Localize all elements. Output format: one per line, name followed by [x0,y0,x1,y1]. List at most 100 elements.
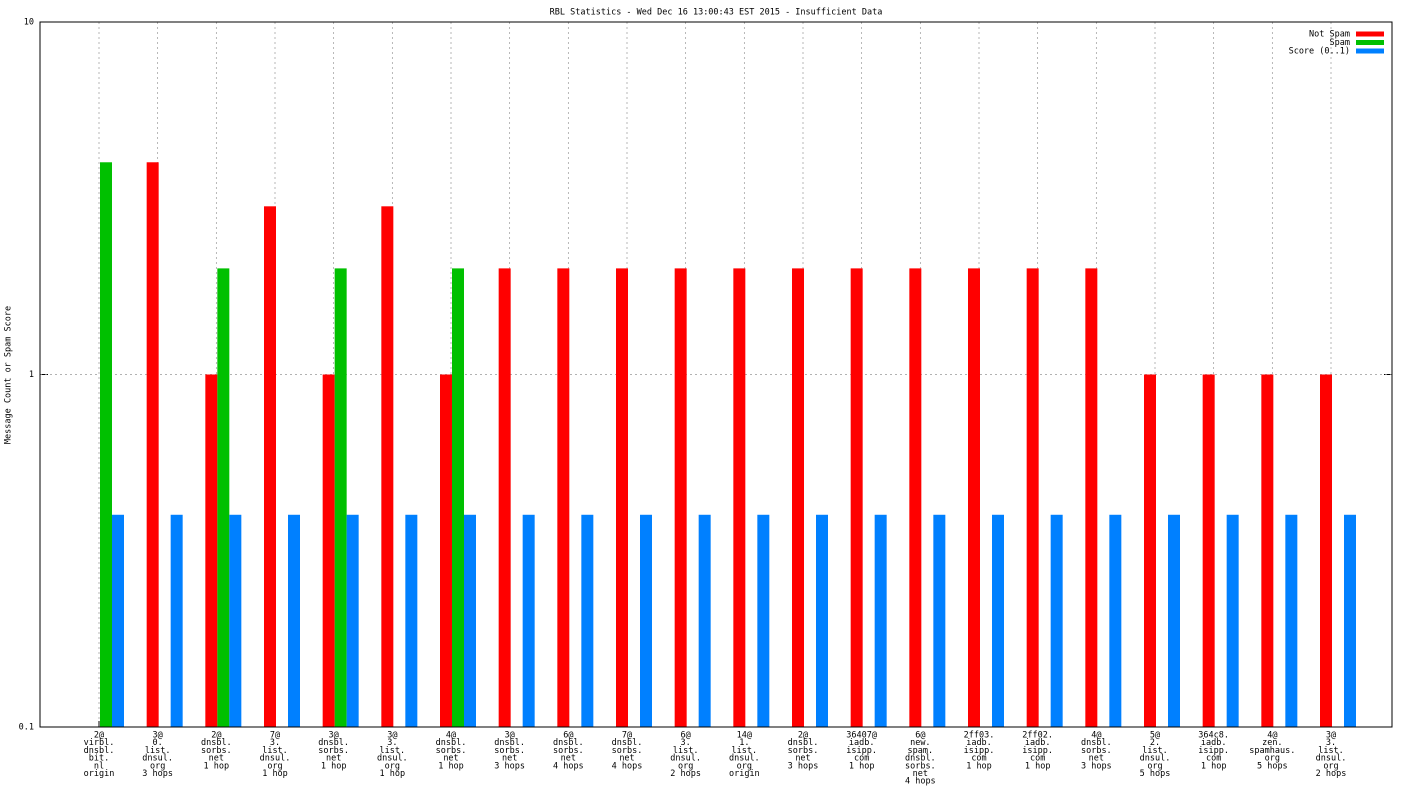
x-tick-label: 1 hop [1201,761,1227,771]
x-tick-label: dnsbl. [494,738,525,748]
x-tick-label: sorbs. [436,746,467,756]
bar [146,162,159,727]
x-tick-label: dnsbl. [788,738,819,748]
bar [440,374,452,727]
x-tick-label: net [795,754,810,764]
bar [581,514,594,727]
bar [992,514,1004,727]
x-tick-label: 2. [1150,738,1160,748]
x-tick-label: list. [1318,746,1344,756]
x-tick-label: 1 hop [966,761,992,771]
x-tick-label: net [326,754,341,764]
bar [850,268,863,727]
x-tick-label: sorbs. [318,746,349,756]
bar [205,374,218,727]
x-tick-label: sorbs. [612,746,643,756]
bar [381,206,394,727]
bar [1168,514,1180,727]
bar [1320,374,1332,727]
legend-swatch [1356,40,1384,45]
x-tick-label: 4 hops [612,761,643,771]
bar [405,514,418,727]
x-tick-label: new. [910,738,930,748]
x-tick-label: org [1323,761,1338,771]
bar [909,268,922,727]
bar [698,514,711,727]
x-tick-label: 4@ [446,731,456,741]
bar [968,268,980,727]
x-tick-label: dnsbl. [318,738,349,748]
bar [933,514,946,727]
x-tick-label: 2ff03. [964,731,995,741]
bar [170,514,183,727]
x-tick-label: 6@ [681,731,691,741]
x-tick-label: list. [262,746,288,756]
bar [288,514,300,727]
x-tick-label: org [150,761,165,771]
bar [874,514,887,727]
x-tick-label: iadb. [1201,738,1227,748]
bar [1109,514,1122,727]
x-tick-label: net [913,769,928,779]
x-tick-label: net [443,754,458,764]
x-tick-label: 2@ [798,731,808,741]
x-tick-label: net [619,754,634,764]
x-tick-label: virbl. [84,738,115,748]
x-tick-label: dnsbl. [1081,738,1112,748]
x-tick-label: 3. [270,738,280,748]
x-tick-label: sorbs. [201,746,232,756]
x-tick-label: 2 hops [1316,769,1347,779]
x-tick-label: sorbs. [553,746,584,756]
bar [452,268,464,727]
x-tick-label: 3. [387,738,397,748]
x-tick-label: list. [380,746,406,756]
x-tick-label: 3@ [153,731,163,741]
x-tick-label: 36407@ [846,731,877,741]
chart-title: RBL Statistics - Wed Dec 16 13:00:43 EST… [550,8,883,18]
x-tick-label: isipp. [846,746,877,756]
bar [1144,374,1156,727]
x-tick-label: 1 hop [380,769,406,779]
bar [1261,374,1274,727]
x-tick-label: dnsbl. [201,738,232,748]
x-tick-label: dnsul. [260,754,291,764]
x-tick-label: com [971,754,986,764]
bar [1226,514,1239,727]
x-tick-label: iadb. [1025,738,1051,748]
x-tick-label: dnsbl. [612,738,643,748]
x-tick-label: 1 hop [1025,761,1051,771]
bar [264,206,276,727]
y-tick-label: 1 [29,370,34,380]
bar [1085,268,1098,727]
bar [1202,374,1215,727]
x-tick-label: sorbs. [905,761,936,771]
bar [816,514,828,727]
x-tick-label: 4 hops [553,761,584,771]
x-tick-label: 5 hops [1140,769,1171,779]
x-tick-label: sorbs. [788,746,819,756]
bar [1285,514,1298,727]
x-tick-label: list. [732,746,758,756]
x-tick-label: dnsul. [670,754,701,764]
plot-border [39,21,1393,728]
x-tick-label: 0. [153,738,163,748]
x-tick-label: 2@ [94,731,104,741]
x-tick-label: 3 hops [142,769,173,779]
x-tick-label: 1 hop [321,761,347,771]
x-tick-label: spam. [908,746,934,756]
x-tick-label: org [737,761,752,771]
x-tick-label: 3 hops [1081,761,1112,771]
bar [1050,514,1063,727]
legend-label: Spam [1330,38,1350,48]
x-tick-label: net [561,754,576,764]
bar [674,268,687,727]
bar [640,514,652,727]
x-tick-label: 2@ [211,731,221,741]
legend-swatch [1356,31,1384,37]
x-tick-label: 2ff02. [1022,731,1053,741]
bar [1344,514,1356,727]
bar [616,268,628,727]
x-tick-label: dnsbl. [84,746,115,756]
bar [229,514,242,727]
